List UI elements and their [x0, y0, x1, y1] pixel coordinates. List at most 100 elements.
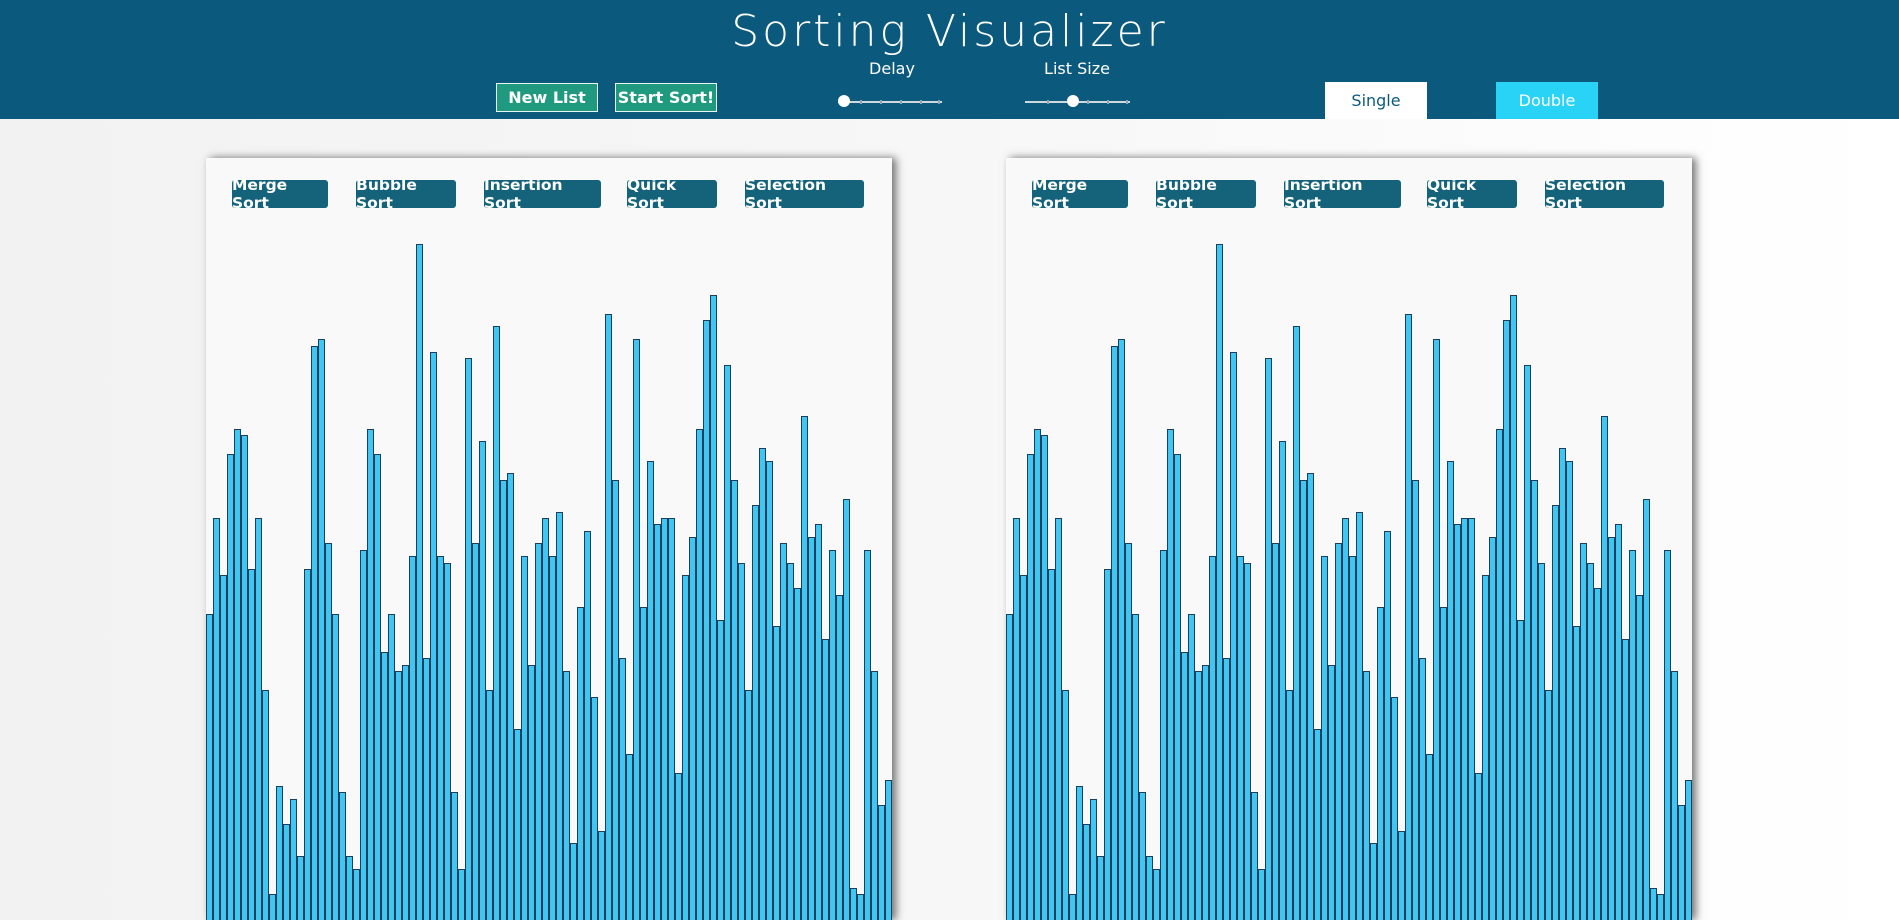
- array-bar: [1412, 480, 1419, 920]
- array-bar: [570, 843, 577, 920]
- array-bar: [1013, 518, 1020, 920]
- array-bar: [1426, 754, 1433, 920]
- delay-slider[interactable]: [838, 95, 942, 109]
- array-bar: [647, 461, 654, 920]
- array-bar: [794, 588, 801, 920]
- bubble-sort-button[interactable]: Bubble Sort: [356, 176, 456, 212]
- array-bar: [1629, 550, 1636, 920]
- page-title: Sorting Visualizer: [731, 6, 1168, 57]
- array-bar: [1468, 518, 1475, 920]
- array-bar: [416, 244, 423, 920]
- quick-sort-button[interactable]: Quick Sort: [1427, 176, 1517, 212]
- array-bar: [465, 358, 472, 920]
- array-bar: [1566, 461, 1573, 920]
- array-bar: [535, 543, 542, 920]
- array-bar: [521, 556, 528, 920]
- array-bar: [1496, 429, 1503, 920]
- array-bar: [1356, 512, 1363, 920]
- array-bar: [1643, 499, 1650, 920]
- list-size-slider[interactable]: [1025, 95, 1130, 109]
- selection-sort-button[interactable]: Selection Sort: [1545, 176, 1664, 212]
- list-size-slider-thumb[interactable]: [1066, 95, 1079, 107]
- array-bar: [801, 416, 808, 920]
- array-bar: [1272, 543, 1279, 920]
- array-bar: [220, 575, 227, 920]
- array-bar: [213, 518, 220, 920]
- array-bar: [1370, 843, 1377, 920]
- array-bar: [864, 550, 871, 920]
- array-bar: [626, 754, 633, 920]
- array-bar: [1076, 786, 1083, 920]
- array-bar: [633, 339, 640, 920]
- array-bar: [1132, 614, 1139, 920]
- array-bar: [395, 671, 402, 920]
- array-bar: [577, 607, 584, 920]
- array-bar: [1678, 805, 1685, 920]
- double-mode-button[interactable]: Double: [1496, 82, 1598, 119]
- array-bar: [1195, 671, 1202, 920]
- selection-sort-button[interactable]: Selection Sort: [745, 176, 864, 212]
- merge-sort-button[interactable]: Merge Sort: [232, 176, 328, 212]
- visualizer-panel-left: Merge Sort Bubble Sort Insertion Sort Qu…: [206, 158, 892, 920]
- array-bar: [241, 435, 248, 920]
- array-bar: [1174, 454, 1181, 920]
- array-bar: [1307, 473, 1314, 920]
- array-bar: [1328, 665, 1335, 920]
- list-size-slider-tick: [1087, 100, 1089, 104]
- array-bar: [1041, 435, 1048, 920]
- array-bar: [269, 894, 276, 920]
- list-size-slider-tick: [1126, 100, 1128, 104]
- array-bar: [724, 365, 731, 920]
- array-bar: [1055, 518, 1062, 920]
- array-bar: [514, 729, 521, 920]
- array-bar: [661, 518, 668, 920]
- array-bar: [1594, 588, 1601, 920]
- array-bar: [1279, 441, 1286, 920]
- array-bar: [1671, 671, 1678, 920]
- array-bar: [857, 894, 864, 920]
- list-size-slider-tick: [1107, 100, 1109, 104]
- insertion-sort-button[interactable]: Insertion Sort: [1284, 176, 1401, 212]
- list-size-slider-tick: [1047, 100, 1049, 104]
- array-bar: [1293, 326, 1300, 920]
- array-bar: [1559, 448, 1566, 920]
- array-bar: [1286, 690, 1293, 920]
- array-bar: [381, 652, 388, 920]
- array-bar: [283, 824, 290, 920]
- array-bar: [1650, 888, 1657, 920]
- array-bar: [731, 480, 738, 920]
- array-bar: [1657, 894, 1664, 920]
- array-bar: [374, 454, 381, 920]
- delay-slider-thumb[interactable]: [838, 95, 850, 107]
- new-list-button[interactable]: New List: [496, 83, 598, 112]
- array-bar: [1209, 556, 1216, 920]
- array-bar: [1433, 339, 1440, 920]
- array-bar: [829, 550, 836, 920]
- array-bar: [668, 518, 675, 920]
- array-bar: [297, 856, 304, 920]
- insertion-sort-button[interactable]: Insertion Sort: [484, 176, 601, 212]
- array-bar: [409, 556, 416, 920]
- array-bar: [1244, 563, 1251, 920]
- array-bar: [780, 543, 787, 920]
- single-mode-button[interactable]: Single: [1325, 82, 1427, 119]
- quick-sort-button[interactable]: Quick Sort: [627, 176, 717, 212]
- bubble-sort-button[interactable]: Bubble Sort: [1156, 176, 1256, 212]
- array-bar: [486, 690, 493, 920]
- array-bar: [493, 326, 500, 920]
- array-bar: [255, 518, 262, 920]
- array-bar: [1181, 652, 1188, 920]
- array-bar: [1531, 480, 1538, 920]
- array-bar: [1090, 799, 1097, 920]
- array-bar: [556, 512, 563, 920]
- start-sort-button[interactable]: Start Sort!: [615, 83, 717, 112]
- array-bar: [766, 461, 773, 920]
- array-bar: [1447, 461, 1454, 920]
- array-bar: [444, 563, 451, 920]
- array-bar: [815, 524, 822, 920]
- array-bar: [640, 607, 647, 920]
- list-size-label: List Size: [1044, 59, 1110, 78]
- merge-sort-button[interactable]: Merge Sort: [1032, 176, 1128, 212]
- array-bar: [738, 563, 745, 920]
- array-bar: [1524, 365, 1531, 920]
